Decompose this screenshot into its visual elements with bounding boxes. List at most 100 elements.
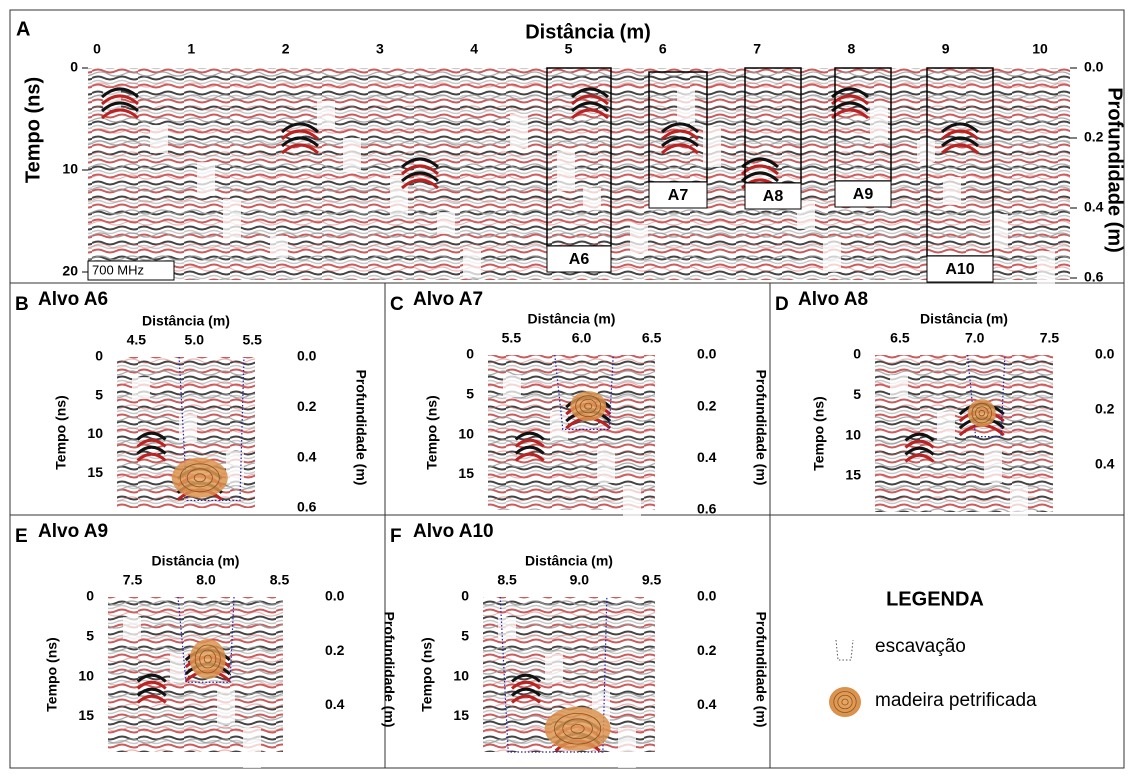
blank-patch	[498, 617, 516, 639]
x-tick-label: 5.5	[243, 332, 263, 348]
x-axis-label: Distância (m)	[528, 311, 616, 327]
y2-tick-label: 0.0	[297, 348, 317, 364]
x-tick-label: 9.5	[642, 572, 662, 588]
blank-patch	[1010, 486, 1028, 526]
blank-patch	[677, 90, 695, 124]
y-tick-label: 10	[87, 425, 103, 441]
x-axis-label: Distância (m)	[525, 21, 651, 43]
blank-patch	[132, 377, 150, 399]
x-tick-label: 5.0	[185, 332, 205, 348]
y-tick-label: 10	[62, 161, 78, 177]
x-tick-label: 7	[753, 41, 761, 57]
y-axis-label: Tempo (ns)	[811, 396, 827, 470]
blank-patch	[623, 486, 641, 526]
x-tick-label: 8.5	[270, 572, 290, 588]
y-tick-label: 0	[466, 346, 474, 362]
y2-tick-label: 0.4	[297, 448, 317, 464]
y-tick-label: 15	[78, 707, 94, 723]
x-tick-label: 4	[470, 41, 478, 57]
x-tick-label: 0	[93, 41, 101, 57]
y-tick-label: 5	[95, 386, 103, 402]
x-tick-label: 7.5	[1040, 330, 1060, 346]
legend-title: LEGENDA	[886, 588, 984, 610]
x-tick-label: 6.0	[572, 330, 592, 346]
y2-tick-label: 0.2	[1095, 401, 1115, 417]
panel-letter: E	[15, 526, 28, 547]
x-tick-label: 9.0	[570, 572, 590, 588]
x-tick-label: 5.5	[502, 330, 522, 346]
x-tick-label: 3	[376, 41, 384, 57]
y-tick-label: 0	[853, 346, 861, 362]
blank-patch	[179, 414, 197, 442]
blank-patch	[390, 175, 408, 215]
target-label: A6	[569, 251, 590, 268]
blank-patch	[943, 177, 961, 205]
panel-letter: A	[16, 18, 30, 40]
panel-letter: C	[390, 294, 404, 315]
y-tick-label: 15	[453, 707, 469, 723]
legend-excavation-icon	[836, 640, 853, 660]
blank-patch	[870, 103, 888, 143]
y2-tick-label: 0.4	[1084, 199, 1104, 215]
y2-axis-label: Profundidade (m)	[381, 612, 397, 728]
blank-patch	[437, 212, 455, 234]
blank-patch	[937, 412, 955, 440]
blank-patch	[270, 236, 288, 258]
blank-patch	[226, 451, 244, 485]
x-tick-label: 6	[659, 41, 667, 57]
x-tick-label: 6.5	[642, 330, 662, 346]
legend-item: madeira petrificada	[875, 690, 1037, 711]
y2-tick-label: 0.0	[325, 588, 345, 604]
x-tick-label: 4.5	[127, 332, 147, 348]
x-tick-label: 1	[187, 41, 195, 57]
blank-patch	[545, 654, 563, 682]
y2-tick-label: 0.4	[697, 449, 717, 465]
x-tick-label: 7.0	[965, 330, 985, 346]
x-tick-label: 8	[848, 41, 856, 57]
y-tick-label: 0	[461, 588, 469, 604]
y-tick-label: 20	[62, 263, 78, 279]
y2-axis-label: Profundidade (m)	[753, 612, 769, 728]
y2-tick-label: 0.4	[1095, 456, 1115, 472]
x-tick-label: 8.5	[497, 572, 517, 588]
panel-title: Alvo A7	[413, 289, 483, 310]
y-tick-label: 15	[458, 465, 474, 481]
blank-patch	[917, 140, 935, 162]
y-tick-label: 5	[461, 627, 469, 643]
panel-title: Alvo A9	[38, 521, 108, 542]
panel-title: Alvo A10	[413, 521, 494, 542]
target-label: A10	[945, 261, 974, 278]
frequency-label: 700 MHz	[92, 262, 144, 277]
y2-tick-label: 0.6	[1084, 269, 1104, 285]
y-tick-label: 10	[845, 426, 861, 442]
y2-tick-label: 0.6	[697, 501, 717, 517]
y2-tick-label: 0.2	[697, 642, 717, 658]
y-axis-label: Tempo (ns)	[53, 395, 69, 469]
blank-patch	[984, 449, 1002, 483]
target-label: A8	[763, 188, 784, 205]
x-tick-label: 5	[565, 41, 573, 57]
y2-tick-label: 0.2	[1084, 129, 1104, 145]
figure: ADistância (m)012345678910010200.00.20.4…	[0, 0, 1134, 778]
y2-tick-label: 0.2	[697, 397, 717, 413]
y2-axis-label: Profundidade (m)	[753, 370, 769, 486]
blank-patch	[343, 138, 361, 172]
y-axis-label: Tempo (ns)	[44, 637, 60, 711]
x-tick-label: 8.0	[196, 572, 216, 588]
legend-item: escavação	[875, 636, 966, 657]
x-tick-label: 9	[942, 41, 950, 57]
blank-patch	[618, 728, 636, 768]
blank-patch	[703, 127, 721, 167]
y2-tick-label: 0.0	[1095, 346, 1115, 362]
y-tick-label: 15	[87, 464, 103, 480]
y-tick-label: 5	[86, 627, 94, 643]
blank-patch	[503, 375, 521, 397]
x-axis-label: Distância (m)	[525, 553, 613, 569]
y-tick-label: 10	[78, 667, 94, 683]
blank-patch	[243, 728, 261, 768]
y-tick-label: 0	[70, 59, 78, 75]
y-tick-label: 5	[466, 385, 474, 401]
panel-title: Alvo A8	[798, 289, 868, 310]
y2-tick-label: 0.4	[325, 696, 345, 712]
target-label: A9	[853, 186, 874, 203]
